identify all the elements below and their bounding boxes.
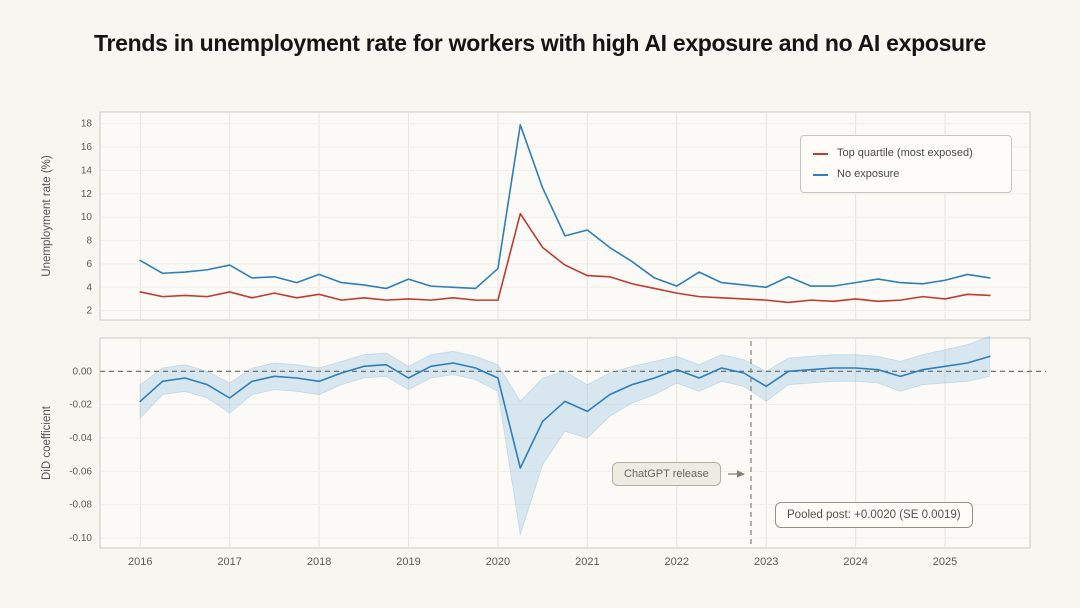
- x-tick-label: 2021: [575, 556, 599, 568]
- series-line-top-quartile-most-exposed-: [139, 212, 991, 304]
- chatgpt-arrow-head-icon: [737, 470, 745, 478]
- x-tick-label: 2017: [217, 556, 241, 568]
- page-title: Trends in unemployment rate for workers …: [94, 30, 986, 56]
- y-tick-label: 14: [81, 165, 93, 176]
- legend-label-no-exposure: No exposure: [837, 168, 900, 180]
- y-axis-label-bottom: DiD coefficient: [41, 406, 53, 480]
- x-tick-label: 2018: [307, 556, 331, 568]
- x-tick-label: 2024: [843, 556, 867, 568]
- legend-swatch-red-icon: [813, 152, 828, 155]
- y-tick-label: 6: [86, 259, 92, 270]
- pooled-post-annotation: Pooled post: +0.0020 (SE 0.0019): [775, 502, 973, 528]
- y-tick-label: 16: [81, 142, 93, 153]
- y-tick-label: 2: [86, 306, 92, 317]
- y-tick-label: -0.06: [69, 466, 92, 477]
- legend-swatch-blue-icon: [813, 173, 828, 176]
- y-tick-label: 0.00: [73, 366, 93, 377]
- y-tick-label: 4: [86, 282, 92, 293]
- x-tick-label: 2019: [396, 556, 420, 568]
- series-line-no-exposure: [139, 124, 991, 290]
- y-tick-label: -0.02: [69, 400, 92, 411]
- y-tick-label: -0.08: [69, 500, 92, 511]
- x-tick-label: 2023: [754, 556, 778, 568]
- legend-row-no-exposure: No exposure: [813, 166, 999, 183]
- y-tick-label: 8: [86, 236, 92, 247]
- y-tick-label: -0.04: [69, 433, 92, 444]
- x-tick-label: 2025: [933, 556, 957, 568]
- confidence-band: [139, 335, 991, 535]
- y-tick-label: 10: [81, 212, 93, 223]
- x-tick-label: 2022: [665, 556, 689, 568]
- y-axis-label-top: Unemployment rate (%): [41, 155, 53, 277]
- legend-row-top-quartile: Top quartile (most exposed): [813, 145, 999, 162]
- legend-label-top-quartile: Top quartile (most exposed): [837, 147, 973, 159]
- legend: Top quartile (most exposed) No exposure: [800, 135, 1012, 193]
- x-tick-label: 2016: [128, 556, 152, 568]
- chatgpt-release-annotation: ChatGPT release: [612, 462, 721, 486]
- x-tick-label: 2020: [486, 556, 510, 568]
- y-tick-label: 12: [81, 189, 93, 200]
- y-tick-label: 18: [81, 119, 93, 130]
- y-tick-label: -0.10: [69, 533, 92, 544]
- series-line-did-coefficient: [139, 355, 991, 469]
